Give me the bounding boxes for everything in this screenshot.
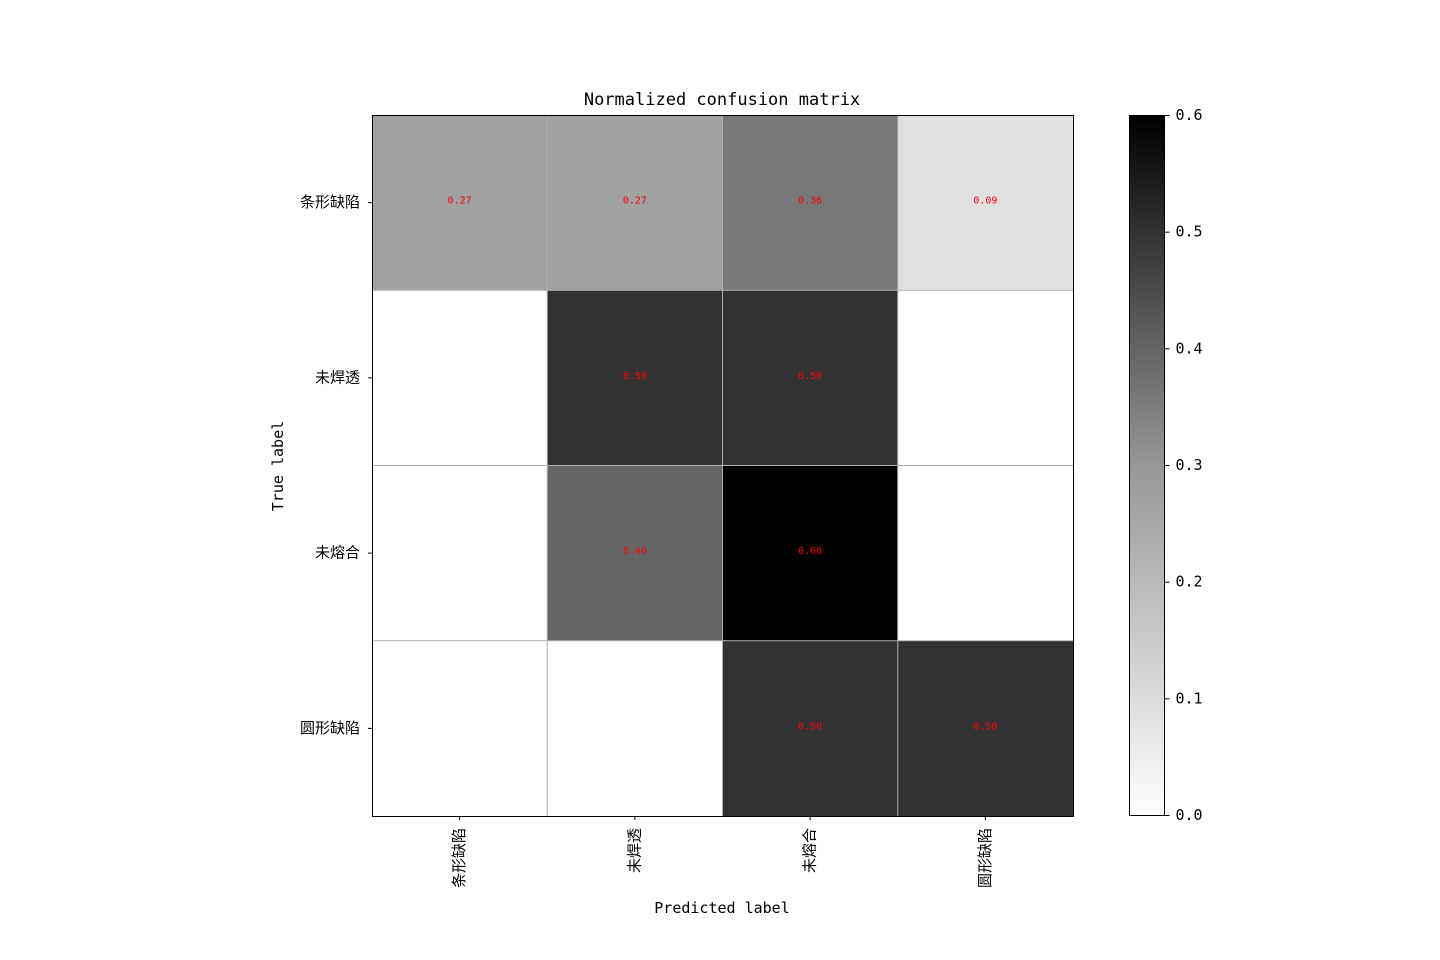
heatmap-cell (372, 640, 548, 816)
heatmap-gridlines (372, 115, 1073, 816)
heatmap-cell (722, 465, 898, 641)
heatmap-cell (372, 115, 548, 291)
heatmap-cell (897, 115, 1073, 291)
x-axis-label: Predicted label (654, 899, 789, 917)
heatmap-cell (372, 465, 548, 641)
colorbar (1129, 115, 1165, 816)
colorbar-tick-label: 0.3 (1176, 456, 1203, 474)
cell-value-label: 0.27 (623, 196, 647, 207)
heatmap-cell (547, 115, 723, 291)
x-tick-labels: 条形缺陷 未焊透 未熔合 圆形缺陷 (450, 816, 994, 888)
cell-value-label: 0.60 (798, 546, 822, 557)
heatmap-cell (897, 640, 1073, 816)
y-tick-label: 条形缺陷 (300, 193, 360, 211)
heatmap-cells: 0.27 0.27 0.36 0.09 0.50 0.50 0.40 0.60 0.50 0.50 (372, 115, 1073, 816)
y-tick-label: 未熔合 (315, 544, 360, 562)
heatmap-cell (372, 290, 548, 466)
plot-frame (372, 115, 1074, 817)
colorbar-tick-label: 0.4 (1176, 339, 1203, 357)
heatmap-cell (722, 290, 898, 466)
y-tick-label: 未焊透 (315, 368, 360, 386)
y-axis-label: True label (269, 421, 287, 511)
heatmap-cell (722, 115, 898, 291)
cell-value-label: 0.40 (623, 546, 647, 557)
colorbar-tick-label: 0.1 (1176, 689, 1203, 707)
heatmap-cell (722, 640, 898, 816)
colorbar-tick-label: 0.2 (1176, 573, 1203, 591)
cell-value-label: 0.36 (798, 196, 822, 207)
y-tick-label: 圆形缺陷 (300, 719, 360, 737)
heatmap-cell (547, 465, 723, 641)
x-tick-label: 圆形缺陷 (976, 828, 994, 888)
colorbar-tick-label: 0.0 (1176, 806, 1203, 824)
cell-value-label: 0.09 (973, 196, 997, 207)
heatmap-cell (547, 290, 723, 466)
x-tick-label: 未焊透 (625, 828, 643, 873)
colorbar-tick-label: 0.5 (1176, 223, 1203, 241)
cell-value-label: 0.50 (623, 371, 647, 382)
colorbar-ticks: 0.0 0.1 0.2 0.3 0.4 0.5 0.6 (1164, 106, 1203, 824)
colorbar-tick-label: 0.6 (1176, 106, 1203, 124)
cell-value-label: 0.50 (798, 371, 822, 382)
cell-value-label: 0.27 (448, 196, 472, 207)
x-tick-label: 条形缺陷 (450, 828, 468, 888)
chart-title: Normalized confusion matrix (584, 90, 860, 110)
heatmap-cell (897, 465, 1073, 641)
x-tick-label: 未熔合 (801, 828, 819, 873)
cell-value-label: 0.50 (973, 721, 997, 732)
heatmap-cell (547, 640, 723, 816)
cell-value-label: 0.50 (798, 721, 822, 732)
heatmap-cell (897, 290, 1073, 466)
